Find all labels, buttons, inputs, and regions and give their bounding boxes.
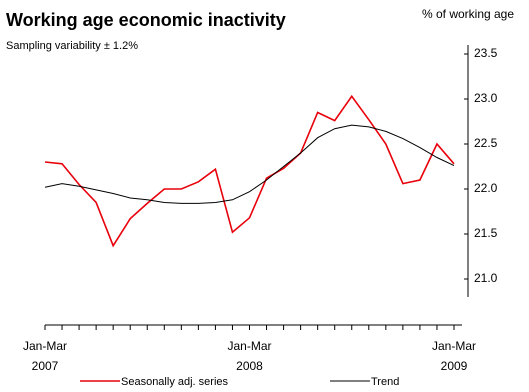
- legend-label: Trend: [371, 376, 399, 388]
- x-tick-label: Jan-Mar 2008: [227, 339, 272, 373]
- y-axis-label: % of working age: [421, 7, 515, 21]
- y-tick-label: 22.5: [474, 136, 498, 150]
- chart-subtitle: Sampling variability ± 1.2%: [6, 40, 138, 52]
- x-tick-label: Jan-Mar 2007: [22, 339, 67, 373]
- y-tick-label: 22.0: [474, 181, 498, 195]
- y-tick-label: 21.0: [474, 271, 498, 285]
- series-line: [44, 124, 455, 204]
- x-tick-label: Jan-Mar 2009: [431, 339, 476, 373]
- y-tick-label: 23.0: [474, 91, 498, 105]
- series-line: [44, 94, 455, 248]
- legend-label: Seasonally adj. series: [121, 376, 229, 388]
- y-tick-label: 23.5: [474, 46, 498, 60]
- chart-title: Working age economic inactivity: [6, 10, 286, 30]
- y-tick-label: 21.5: [474, 226, 498, 240]
